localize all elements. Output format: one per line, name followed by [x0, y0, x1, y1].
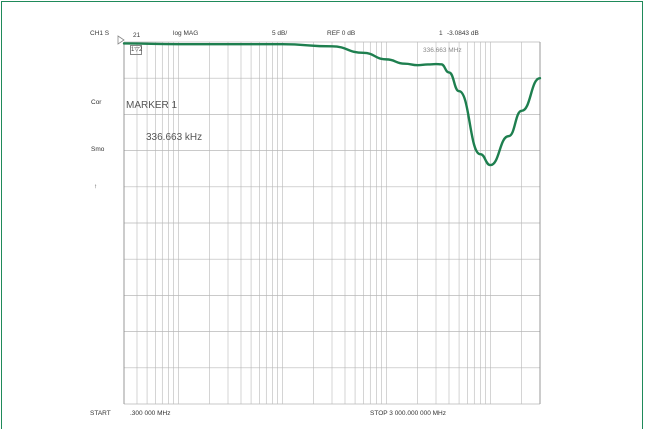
- channel-label: CH1 S: [90, 30, 110, 37]
- marker-title: MARKER 1: [126, 100, 178, 111]
- stop-label: STOP 3 000.000 000 MHz: [370, 410, 447, 417]
- format-label: log MAG: [173, 30, 199, 37]
- marker-readout-label: 1: [439, 30, 443, 37]
- start-value: .300 000 MHz: [130, 410, 171, 417]
- scale-label: 5 dB/: [272, 30, 288, 37]
- marker-readout-freq: 336.663 MHz: [423, 47, 462, 54]
- marker-reference-icon: 1▽2: [130, 45, 143, 55]
- param-label: 21: [133, 32, 141, 39]
- trace-line-s21: [122, 42, 542, 167]
- trace-arrow-label: ↑: [94, 183, 98, 190]
- marker-readout-value: -3.0843 dB: [447, 30, 479, 37]
- correction-label: Cor: [91, 99, 102, 106]
- analyzer-screen: CH1 S 21 log MAG 5 dB/ REF 0 dB 1 -3.084…: [74, 20, 558, 424]
- marker-frequency: 336.663 kHz: [146, 132, 203, 143]
- reference-label: REF 0 dB: [327, 30, 356, 37]
- reference-position-marker: [117, 35, 125, 45]
- start-label: START: [90, 410, 111, 417]
- plot-area: [117, 35, 542, 405]
- smoothing-label: Smo: [91, 146, 105, 153]
